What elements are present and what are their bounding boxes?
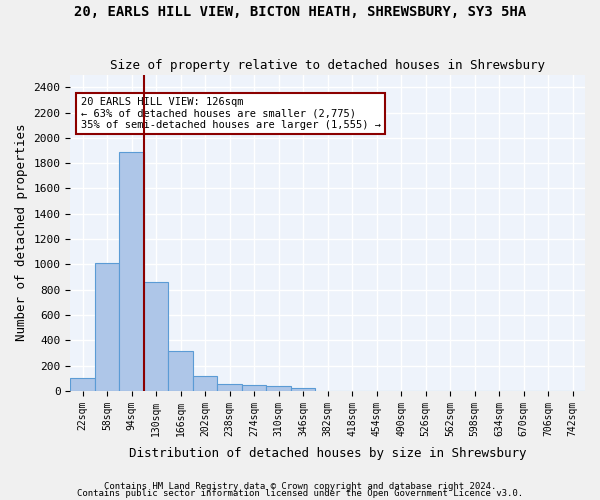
Bar	[95, 263, 119, 391]
Title: Size of property relative to detached houses in Shrewsbury: Size of property relative to detached ho…	[110, 59, 545, 72]
Text: Contains public sector information licensed under the Open Government Licence v3: Contains public sector information licen…	[77, 489, 523, 498]
Bar	[119, 152, 144, 391]
X-axis label: Distribution of detached houses by size in Shrewsbury: Distribution of detached houses by size …	[129, 447, 526, 460]
Bar	[242, 385, 266, 391]
Text: Contains HM Land Registry data © Crown copyright and database right 2024.: Contains HM Land Registry data © Crown c…	[104, 482, 496, 491]
Text: 20, EARLS HILL VIEW, BICTON HEATH, SHREWSBURY, SY3 5HA: 20, EARLS HILL VIEW, BICTON HEATH, SHREW…	[74, 5, 526, 19]
Text: 20 EARLS HILL VIEW: 126sqm
← 63% of detached houses are smaller (2,775)
35% of s: 20 EARLS HILL VIEW: 126sqm ← 63% of deta…	[80, 96, 380, 130]
Bar	[70, 378, 95, 391]
Bar	[217, 384, 242, 391]
Bar	[169, 351, 193, 391]
Y-axis label: Number of detached properties: Number of detached properties	[15, 124, 28, 342]
Bar	[193, 376, 217, 391]
Bar	[266, 386, 291, 391]
Bar	[291, 388, 316, 391]
Bar	[144, 282, 169, 391]
